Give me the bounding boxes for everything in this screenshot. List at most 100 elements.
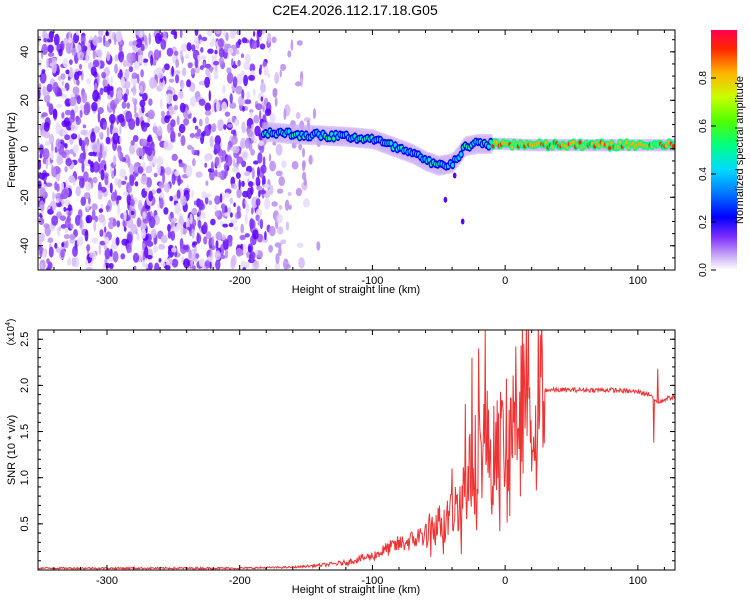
noise-speckle	[137, 54, 144, 64]
noise-speckle	[238, 179, 241, 190]
noise-speckle	[235, 247, 243, 257]
noise-speckle	[128, 206, 133, 218]
snr-y-tick-label: 0.5	[19, 516, 31, 531]
noise-speckle	[274, 72, 280, 84]
noise-speckle	[202, 221, 208, 234]
noise-speckle	[198, 98, 206, 106]
noise-speckle	[68, 175, 75, 183]
noise-speckle	[279, 69, 282, 78]
noise-speckle	[249, 218, 254, 230]
noise-speckle	[80, 196, 87, 206]
noise-speckle	[113, 98, 120, 105]
noise-speckle	[243, 74, 249, 87]
noise-speckle	[86, 244, 91, 252]
noise-speckle	[247, 129, 254, 138]
noise-speckle	[136, 147, 144, 157]
noise-speckle	[204, 162, 207, 168]
noise-speckle	[135, 38, 143, 49]
noise-speckle	[70, 93, 76, 99]
noise-speckle	[214, 156, 220, 167]
noise-speckle	[147, 109, 155, 120]
noise-speckle	[171, 247, 177, 253]
noise-speckle	[194, 125, 199, 130]
noise-speckle	[43, 94, 51, 103]
ridge-blob	[460, 218, 465, 225]
noise-speckle	[278, 246, 282, 257]
noise-speckle	[64, 134, 70, 141]
noise-speckle	[41, 112, 48, 117]
noise-speckle	[197, 149, 200, 156]
noise-speckle	[111, 200, 116, 206]
noise-speckle	[68, 30, 72, 40]
spectrogram-frame	[37, 29, 676, 271]
noise-speckle	[60, 249, 65, 258]
colorbar-gradient	[711, 30, 737, 270]
noise-speckle	[86, 50, 91, 56]
noise-speckle	[199, 65, 204, 71]
noise-speckle	[40, 129, 47, 137]
noise-speckle	[264, 197, 271, 210]
noise-speckle	[260, 96, 264, 102]
noise-speckle	[215, 30, 221, 35]
noise-speckle	[187, 226, 192, 231]
noise-speckle	[101, 71, 107, 79]
noise-speckle	[226, 67, 232, 74]
noise-speckle	[171, 153, 178, 161]
noise-speckle	[204, 102, 211, 112]
noise-speckle	[240, 261, 246, 268]
noise-speckle	[150, 54, 154, 66]
noise-speckle	[133, 61, 140, 71]
noise-speckle	[146, 136, 153, 143]
noise-speckle	[244, 171, 251, 177]
noise-speckle	[58, 91, 63, 97]
snr-multiplier-suffix: )	[6, 319, 17, 322]
noise-speckle	[285, 221, 290, 231]
noise-speckle	[180, 225, 184, 237]
noise-speckle	[127, 185, 133, 193]
noise-speckle	[114, 189, 118, 200]
noise-speckle	[141, 105, 145, 114]
noise-speckle	[98, 30, 104, 37]
noise-speckle	[108, 85, 114, 91]
noise-speckle	[296, 242, 304, 249]
noise-speckle	[230, 218, 238, 224]
noise-speckle	[84, 101, 91, 114]
noise-speckle	[74, 214, 81, 226]
noise-speckle	[225, 192, 230, 199]
noise-speckle	[61, 112, 65, 119]
noise-speckle	[67, 76, 71, 81]
noise-speckle	[104, 40, 111, 48]
noise-speckle	[97, 190, 103, 200]
noise-speckle	[191, 190, 194, 199]
noise-speckle	[158, 258, 162, 263]
noise-speckle	[268, 47, 272, 53]
noise-speckle	[272, 88, 278, 94]
noise-speckle	[102, 79, 108, 88]
noise-speckle	[254, 125, 261, 137]
noise-speckle	[188, 249, 192, 259]
noise-speckle	[205, 116, 209, 125]
noise-speckle	[114, 54, 119, 62]
noise-speckle	[308, 154, 313, 165]
noise-speckle	[75, 186, 81, 197]
noise-speckle	[38, 232, 45, 242]
noise-speckle	[118, 44, 123, 53]
noise-speckle	[180, 43, 188, 53]
noise-speckle	[64, 227, 69, 234]
ridge-peak	[389, 141, 393, 146]
noise-speckle	[43, 37, 47, 43]
noise-speckle	[48, 133, 55, 145]
noise-speckle	[170, 130, 176, 142]
noise-speckle	[145, 165, 153, 174]
noise-speckle	[74, 106, 79, 113]
colorbar-tick-label: 0.6	[698, 119, 709, 133]
noise-speckle	[248, 74, 255, 81]
noise-speckle	[146, 241, 154, 247]
noise-speckle	[63, 199, 71, 206]
noise-speckle	[181, 174, 188, 179]
noise-speckle	[148, 190, 154, 202]
noise-speckle	[228, 222, 234, 228]
noise-speckle	[100, 203, 104, 210]
noise-speckle	[221, 234, 227, 240]
noise-speckle	[38, 89, 41, 100]
